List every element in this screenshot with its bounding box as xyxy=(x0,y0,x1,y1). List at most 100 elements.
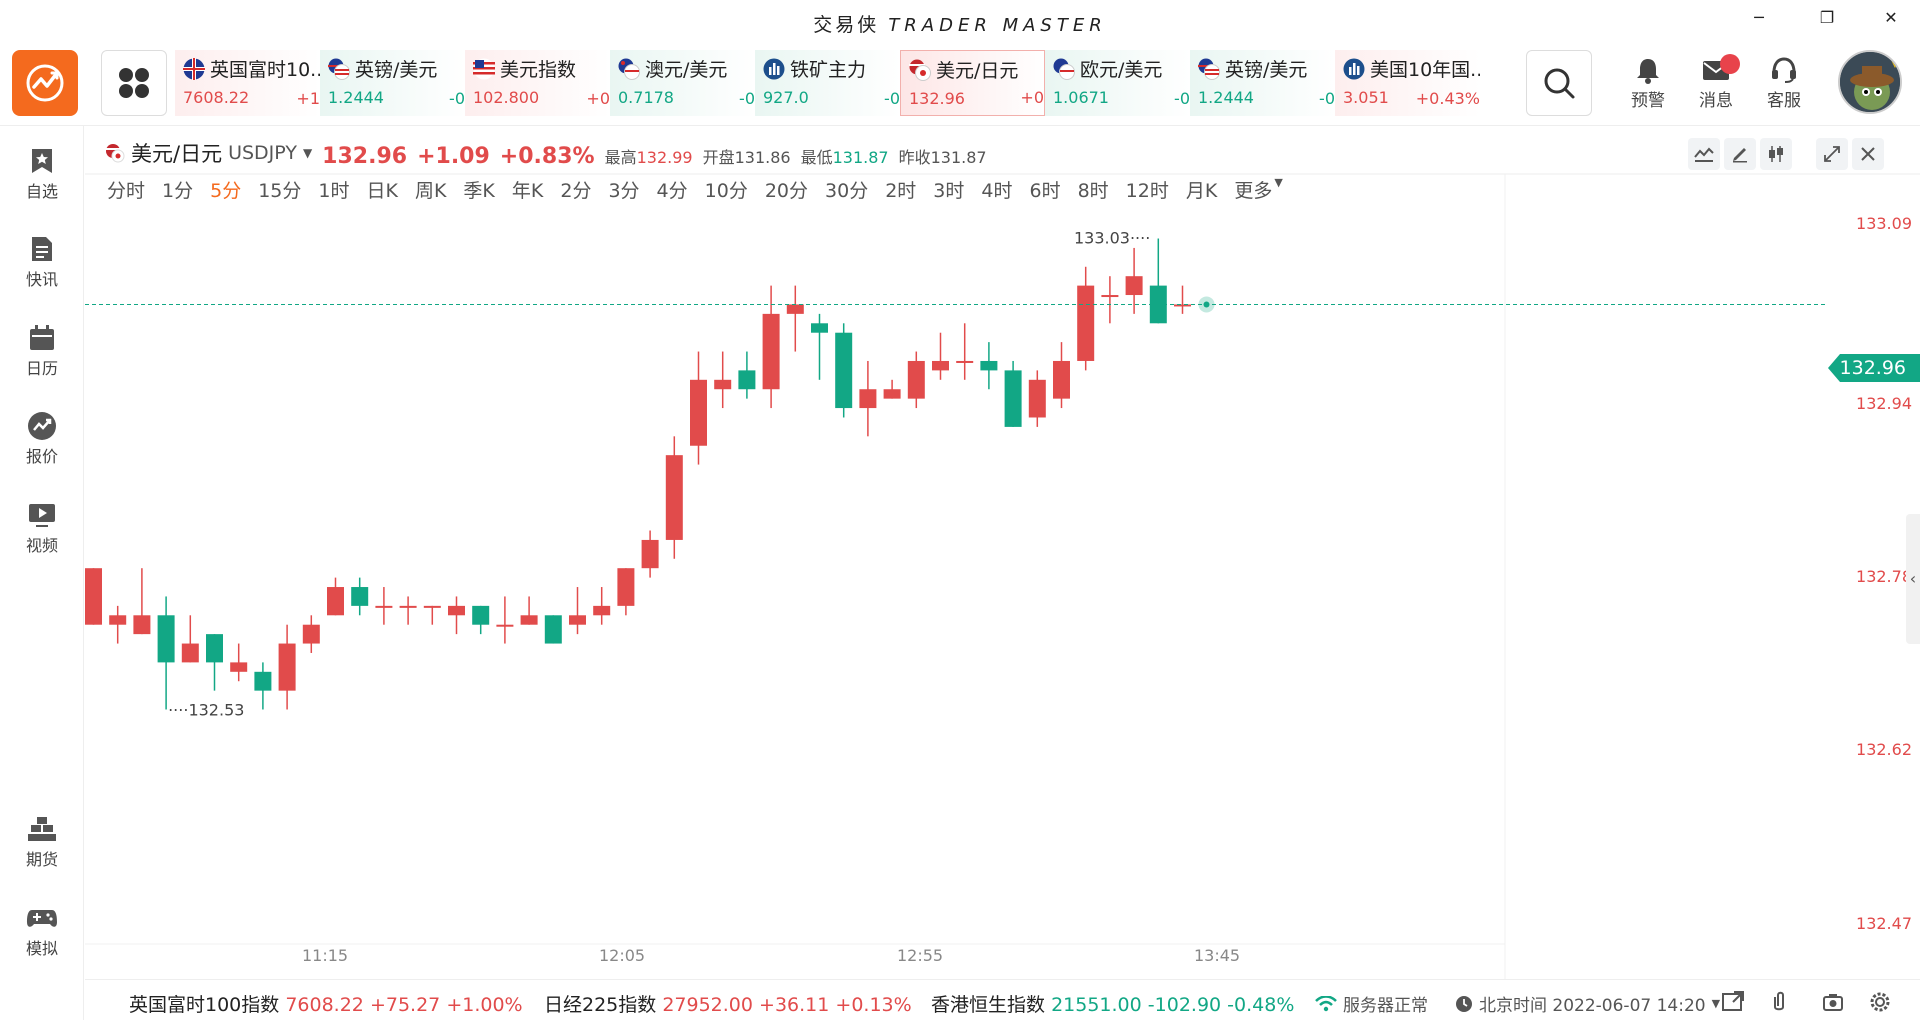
close-window-button[interactable]: ✕ xyxy=(1884,8,1898,27)
index-name: 日经225指数 xyxy=(544,994,657,1016)
x-tick-label: 12:55 xyxy=(897,946,944,965)
minimize-button[interactable]: ─ xyxy=(1754,8,1764,27)
apps-menu-button[interactable] xyxy=(101,50,167,116)
sidebar-item-watchlist[interactable]: 自选 xyxy=(0,144,84,202)
period-tab[interactable]: 年K xyxy=(511,180,544,202)
sidebar-item-simulate[interactable]: 模拟 xyxy=(0,901,84,959)
attach-button[interactable] xyxy=(1770,991,1788,1018)
indicator-button[interactable] xyxy=(1688,138,1720,170)
status-bar: 英国富时100指数 7608.22 +75.27 +1.00% 日经225指数 … xyxy=(85,979,1920,1020)
footer-index-nikkei[interactable]: 日经225指数 27952.00 +36.11 +0.13% xyxy=(544,990,912,1017)
candle-body xyxy=(206,634,223,663)
period-tab[interactable]: 分时 xyxy=(107,180,146,202)
period-tab[interactable]: 2分 xyxy=(560,180,592,202)
period-tab[interactable]: 月K xyxy=(1185,180,1218,202)
period-tab[interactable]: 4分 xyxy=(656,180,688,202)
period-tab[interactable]: 8时 xyxy=(1077,180,1109,202)
sidebar-item-news[interactable]: 快讯 xyxy=(0,232,84,290)
ticker-item[interactable]: 美国10年国... 3.051 +0.43% xyxy=(1335,50,1480,116)
ticker-item[interactable]: 欧元/美元 1.0671 -0 xyxy=(1045,50,1190,116)
sidebar-item-futures[interactable]: 期货 xyxy=(0,812,84,870)
collapse-panel-handle[interactable]: ‹ xyxy=(1906,514,1920,644)
beijing-time: 北京时间 2022-06-07 14:20 xyxy=(1479,996,1706,1016)
au-flag-icon xyxy=(618,58,640,80)
period-tab[interactable]: 日K xyxy=(366,180,398,202)
candle-body xyxy=(980,360,998,371)
search-button[interactable] xyxy=(1526,50,1592,116)
period-tab[interactable]: 更多 xyxy=(1234,180,1273,202)
ticker-price: 0.7178 xyxy=(618,88,674,107)
ticker-change: -0 xyxy=(739,89,755,108)
screenshot-button[interactable] xyxy=(1822,991,1844,1018)
ticker-item[interactable]: 英镑/美元 1.2444 -0 xyxy=(320,50,465,116)
clock[interactable]: 北京时间 2022-06-07 14:20 ▼ xyxy=(1455,991,1720,1016)
candle-body xyxy=(617,568,635,606)
period-tab[interactable]: 10分 xyxy=(704,180,748,202)
ticker-item[interactable]: 美元指数 102.800 +0 xyxy=(465,50,610,116)
camera-icon xyxy=(1823,994,1843,1011)
settings-button[interactable] xyxy=(1869,991,1891,1018)
period-tab[interactable]: 周K xyxy=(414,180,447,202)
bell-icon xyxy=(1637,59,1659,84)
index-name: 香港恒生指数 xyxy=(931,994,1046,1016)
period-tab[interactable]: 20分 xyxy=(764,180,809,202)
y-tick-label: 132.62 xyxy=(1856,740,1912,759)
footer-index-ftse[interactable]: 英国富时100指数 7608.22 +75.27 +1.00% xyxy=(129,990,523,1017)
sidebar-label: 视频 xyxy=(25,536,58,555)
period-tab[interactable]: 6时 xyxy=(1029,180,1061,202)
candle-body xyxy=(641,539,659,569)
candle-body xyxy=(109,615,127,625)
candle-body xyxy=(859,389,877,409)
period-tab[interactable]: 30分 xyxy=(825,180,869,202)
message-button[interactable]: 消息 xyxy=(1688,54,1744,111)
ticker-change: -0 xyxy=(1174,89,1190,108)
candle-body xyxy=(399,605,417,608)
sidebar-item-video[interactable]: 视频 xyxy=(0,498,84,556)
current-price: 132.96 xyxy=(322,144,408,169)
period-tab[interactable]: 12时 xyxy=(1125,180,1169,202)
chart-type-button[interactable] xyxy=(1760,138,1792,170)
candle-body xyxy=(593,605,611,616)
alert-button[interactable]: 预警 xyxy=(1620,54,1676,111)
period-tab[interactable]: 4时 xyxy=(981,180,1013,202)
sidebar-label: 自选 xyxy=(25,182,58,201)
close-chart-button[interactable] xyxy=(1852,138,1884,170)
footer-index-hangseng[interactable]: 香港恒生指数 21551.00 -102.90 -0.48% xyxy=(931,990,1294,1017)
period-tab[interactable]: 1时 xyxy=(318,180,350,202)
fullscreen-button[interactable] xyxy=(1816,138,1848,170)
customer-service-button[interactable]: 客服 xyxy=(1756,54,1812,111)
ticker-item[interactable]: 铁矿主力 927.0 -0 xyxy=(755,50,900,116)
restore-button[interactable]: ❐ xyxy=(1819,8,1835,27)
ticker-item[interactable]: 英国富时10.. 7608.22 +1 xyxy=(175,50,320,116)
user-avatar[interactable] xyxy=(1838,50,1902,114)
ticker-item[interactable]: 美元/日元 132.96 +0 xyxy=(900,50,1045,116)
candle-body xyxy=(569,615,586,625)
ticker-item[interactable]: 英镑/美元 1.2444 -0 xyxy=(1190,50,1335,116)
period-tab[interactable]: 1分 xyxy=(162,180,194,202)
instrument-selector[interactable]: 美元/日元 USDJPY ▼ xyxy=(105,138,312,168)
sidebar-label: 快讯 xyxy=(25,270,58,289)
ticker-item[interactable]: 澳元/美元 0.7178 -0 xyxy=(610,50,755,116)
open-label: 开盘 xyxy=(702,148,735,167)
pencil-icon xyxy=(1733,148,1747,163)
period-tab[interactable]: 2时 xyxy=(885,180,917,202)
ticker-price: 1.2444 xyxy=(328,88,384,107)
period-tab[interactable]: 季K xyxy=(463,180,495,202)
high-value: 132.99 xyxy=(636,148,693,167)
index-change: -102.90 xyxy=(1147,994,1222,1016)
draw-button[interactable] xyxy=(1724,138,1756,170)
sidebar-item-quotes[interactable]: 报价 xyxy=(0,409,84,467)
unread-badge xyxy=(1720,54,1740,74)
app-name-en: TRADER MASTER xyxy=(888,15,1107,36)
candle-body xyxy=(278,643,296,691)
popout-button[interactable] xyxy=(1722,991,1744,1016)
sidebar-item-calendar[interactable]: 日历 xyxy=(0,321,84,379)
period-tab[interactable]: 15分 xyxy=(258,180,302,202)
candle-body xyxy=(762,313,780,390)
period-tab[interactable]: 3分 xyxy=(608,180,640,202)
period-tab[interactable]: 3时 xyxy=(933,180,965,202)
app-logo[interactable] xyxy=(12,50,78,116)
candle-body xyxy=(1149,285,1167,324)
period-tab[interactable]: 5分 xyxy=(210,180,242,202)
ticker-name: 英国富时10.. xyxy=(210,59,320,81)
